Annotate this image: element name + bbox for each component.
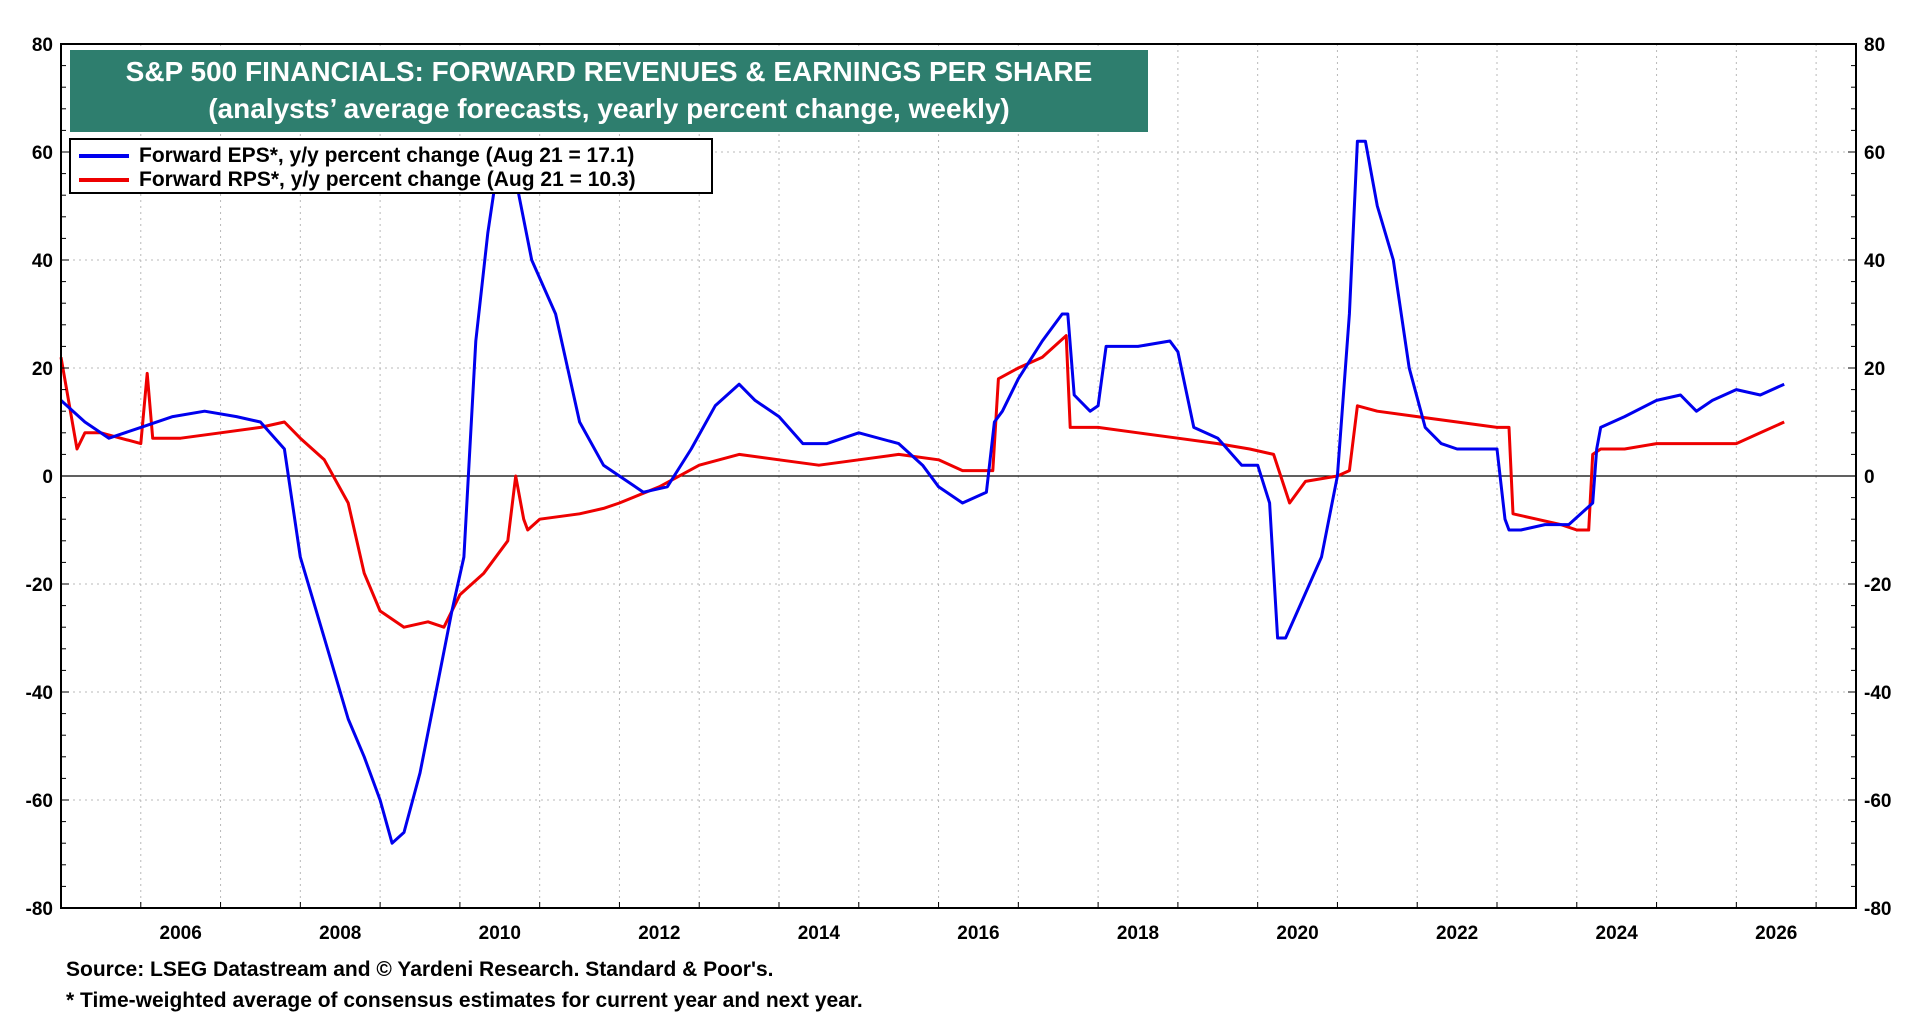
legend-item-eps: Forward EPS*, y/y percent change (Aug 21… (79, 144, 634, 168)
x-tick-label: 2008 (319, 923, 361, 944)
y-tick-label-left: -40 (26, 683, 53, 704)
x-tick-label: 2014 (798, 923, 841, 944)
legend: Forward EPS*, y/y percent change (Aug 21… (69, 138, 713, 194)
chart-subtitle: (analysts’ average forecasts, yearly per… (208, 93, 1010, 124)
legend-swatch-rps (79, 178, 129, 182)
y-tick-label-right: 40 (1864, 251, 1885, 272)
source-note: Source: LSEG Datastream and © Yardeni Re… (66, 958, 774, 981)
x-tick-label: 2006 (160, 923, 202, 944)
x-tick-label: 2024 (1596, 923, 1639, 944)
ticks-layer (60, 43, 1856, 909)
y-tick-label-right: 20 (1864, 359, 1885, 380)
y-tick-label-right: -40 (1864, 683, 1891, 704)
y-tick-label-right: 80 (1864, 35, 1885, 56)
y-tick-label-right: -80 (1864, 899, 1891, 920)
x-tick-label: 2022 (1436, 923, 1478, 944)
y-tick-label-left: 60 (32, 143, 53, 164)
legend-swatch-eps (79, 154, 129, 158)
y-tick-label-left: 0 (42, 467, 53, 488)
labels-layer: 80 60 40 20 0 -20 -40 -60 -80 80 60 40 20 0 -20 -40 -60 -… (26, 35, 1892, 944)
y-tick-label-right: -60 (1864, 791, 1891, 812)
series-line-eps (59, 139, 1785, 845)
y-tick-label-left: 20 (32, 359, 53, 380)
chart-title: S&P 500 FINANCIALS: FORWARD REVENUES & E… (125, 56, 1093, 87)
x-tick-label: 2020 (1276, 923, 1318, 944)
y-tick-label-right: 60 (1864, 143, 1885, 164)
y-tick-label-left: -20 (26, 575, 53, 596)
x-tick-label: 2010 (479, 923, 521, 944)
y-tick-label-left: -60 (26, 791, 53, 812)
legend-label-rps: Forward RPS*, y/y percent change (Aug 21… (139, 168, 636, 191)
x-tick-label: 2018 (1117, 923, 1159, 944)
chart-title-box: S&P 500 FINANCIALS: FORWARD REVENUES & E… (70, 50, 1148, 132)
legend-item-rps: Forward RPS*, y/y percent change (Aug 21… (79, 168, 636, 192)
series-layer (59, 139, 1785, 845)
x-tick-label: 2012 (638, 923, 680, 944)
x-tick-label: 2016 (957, 923, 999, 944)
x-tick-label: 2026 (1755, 923, 1797, 944)
y-tick-label-left: 40 (32, 251, 53, 272)
y-tick-label-left: 80 (32, 35, 53, 56)
legend-label-eps: Forward EPS*, y/y percent change (Aug 21… (139, 144, 635, 167)
y-tick-label-right: -20 (1864, 575, 1891, 596)
footnote: * Time-weighted average of consensus est… (66, 989, 863, 1012)
y-tick-label-right: 0 (1864, 467, 1875, 488)
y-tick-label-left: -80 (26, 899, 53, 920)
series-line-rps (59, 334, 1785, 629)
